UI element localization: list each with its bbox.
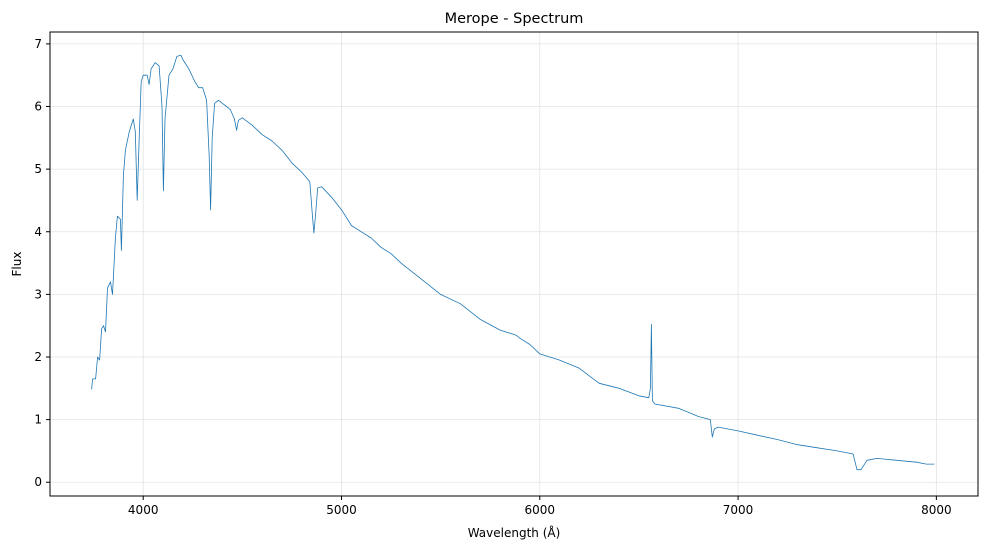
spectrum-line: [91, 54, 935, 471]
grid: [50, 32, 978, 496]
y-tick-label: 7: [34, 37, 42, 51]
chart-title: Merope - Spectrum: [445, 11, 584, 27]
y-tick-label: 6: [34, 100, 42, 114]
x-axis-label: Wavelength (Å): [468, 525, 561, 540]
x-tick-label: 5000: [326, 503, 357, 517]
x-tick-label: 8000: [921, 503, 952, 517]
x-tick-label: 7000: [723, 503, 754, 517]
axis-ticks: 4000 5000 6000 7000 8000 0 1 2 3 4 5 6 7: [34, 37, 951, 517]
y-tick-label: 5: [34, 162, 42, 176]
x-tick-label: 4000: [128, 503, 159, 517]
y-tick-label: 2: [34, 350, 42, 364]
y-axis-label: Flux: [10, 252, 24, 277]
plot-frame: [49, 31, 979, 497]
y-tick-label: 4: [34, 225, 42, 239]
x-tick-label: 6000: [525, 503, 556, 517]
y-tick-label: 1: [34, 413, 42, 427]
y-tick-label: 0: [34, 475, 42, 489]
y-tick-label: 3: [34, 287, 42, 301]
